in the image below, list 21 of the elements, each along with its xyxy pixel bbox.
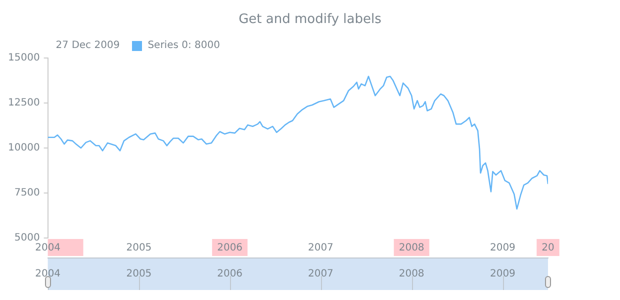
x2-tick-label: 2004 xyxy=(35,268,61,280)
chart-title: Get and modify labels xyxy=(238,12,382,27)
x-tick-label: 2004 xyxy=(35,242,61,254)
text: 27 Dec 2009 xyxy=(56,40,120,51)
y-tick-label: 12500 xyxy=(8,98,40,109)
x-tick-label: 2009 xyxy=(490,242,516,254)
y-tick-label: 7500 xyxy=(14,188,40,199)
x2-tick-label: 2005 xyxy=(126,268,152,280)
x-tick-label: 2005 xyxy=(126,242,152,254)
x2-tick-label: 2008 xyxy=(398,268,424,280)
x2-tick-label: 2006 xyxy=(217,268,243,280)
x-tick-label: 20 xyxy=(542,242,554,254)
legend-label: Series 0: 8000 xyxy=(148,40,220,51)
y-tick-label: 15000 xyxy=(8,52,40,64)
x-tick-label: 2008 xyxy=(398,242,424,254)
x2-tick-label: 2007 xyxy=(308,268,334,280)
y-tick-label: 5000 xyxy=(14,232,40,244)
y-tick-label: 10000 xyxy=(8,142,40,154)
x-tick-label: 2006 xyxy=(217,242,243,254)
x-tick-label: 2007 xyxy=(308,242,334,254)
x2-tick-label: 2009 xyxy=(490,268,516,280)
